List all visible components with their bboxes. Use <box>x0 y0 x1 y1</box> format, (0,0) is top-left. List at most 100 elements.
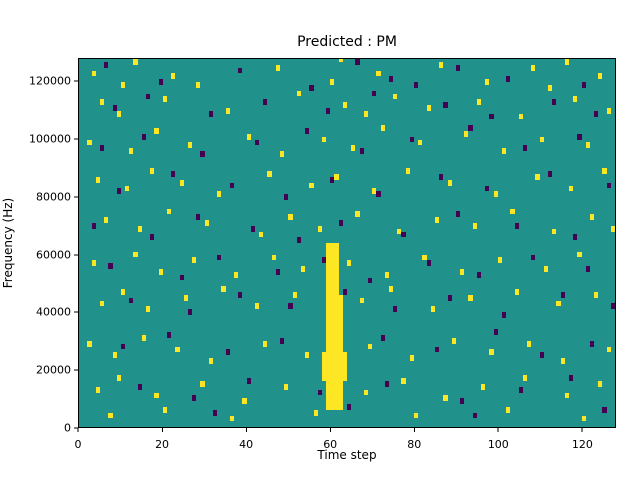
heatmap-cell-high <box>372 188 377 195</box>
heatmap-cell-high <box>338 59 343 62</box>
heatmap-cell-low <box>548 171 553 177</box>
heatmap-cell-low <box>347 404 352 410</box>
heatmap-cell-high <box>522 375 528 381</box>
heatmap-cell-high <box>292 291 297 298</box>
heatmap-cell-high <box>275 64 280 71</box>
heatmap-cell-high <box>342 102 347 108</box>
tick-mark <box>245 428 247 432</box>
x-tick-label: 80 <box>407 438 422 451</box>
y-tick: 60000 <box>36 248 78 261</box>
heatmap-cell-low <box>577 133 582 140</box>
heatmap-cell-low <box>229 182 234 189</box>
heatmap-cell-low <box>506 76 511 82</box>
heatmap-cell-low <box>552 99 557 105</box>
heatmap-cell-high <box>485 79 490 85</box>
heatmap-cell-high <box>221 286 226 292</box>
heatmap-cell-high <box>162 406 167 413</box>
heatmap-cell-high <box>447 179 452 186</box>
tick-mark <box>497 428 499 432</box>
heatmap-cell-high <box>606 346 611 353</box>
heatmap-cell-high <box>418 139 423 146</box>
heatmap-cell-high <box>217 191 222 197</box>
heatmap-cell-low <box>602 406 607 413</box>
heatmap-cell-low <box>460 398 465 404</box>
heatmap-cell-high <box>192 257 197 264</box>
heatmap-cell-low <box>393 306 398 312</box>
heatmap-cell-high <box>464 130 469 137</box>
heatmap-cell-high <box>564 59 569 65</box>
heatmap-cell-high <box>99 300 105 307</box>
heatmap-cell-high <box>380 125 385 131</box>
heatmap-cell-low <box>225 349 230 356</box>
heatmap-cell-low <box>288 303 293 310</box>
heatmap-cell-high <box>137 225 142 232</box>
heatmap-cell-low <box>338 220 343 226</box>
heatmap-cell-high <box>581 415 586 422</box>
heatmap-cell-high <box>162 96 167 103</box>
heatmap-cell-low <box>606 182 611 189</box>
heatmap-cell-low <box>388 76 394 82</box>
heatmap-cell-low <box>455 211 461 218</box>
heatmap-cell-low <box>610 303 615 310</box>
heatmap-cell-high <box>397 228 402 235</box>
heatmap-cell-low <box>137 383 142 390</box>
y-axis-ticks: 0 20000 40000 60000 80000 100000 120000 <box>0 58 78 435</box>
heatmap-cell-high <box>556 300 561 307</box>
heatmap-cell-high <box>129 148 134 154</box>
tick-mark <box>74 254 78 256</box>
heatmap-cell-low <box>581 82 586 88</box>
heatmap-cell-low <box>200 151 205 157</box>
heatmap-cell-high <box>305 352 310 358</box>
heatmap-cell-high <box>309 182 314 189</box>
heatmap-cell-high <box>388 286 394 292</box>
heatmap-cell-low <box>501 312 507 318</box>
heatmap-cell-high <box>187 142 193 149</box>
heatmap-cell-high <box>242 398 247 404</box>
x-tick-label: 0 <box>74 438 82 451</box>
heatmap-cell-low <box>443 102 448 108</box>
heatmap-cell-high <box>506 406 511 413</box>
tick-mark <box>74 427 78 429</box>
heatmap-cell-high <box>158 268 163 275</box>
heatmap-cell-high <box>112 352 117 358</box>
heatmap-cell-low <box>104 61 109 68</box>
heatmap-cell-low <box>150 234 155 241</box>
plot-area <box>78 58 616 428</box>
heatmap-cell-low <box>355 59 360 65</box>
heatmap-cell-high <box>422 254 427 261</box>
y-tick-label: 120000 <box>29 74 71 88</box>
heatmap-cell-low <box>455 64 461 71</box>
heatmap-cell-high <box>606 107 611 114</box>
heatmap-cell-high <box>501 148 507 154</box>
heatmap-cell-low <box>146 93 151 100</box>
heatmap-cell-high <box>598 73 603 80</box>
heatmap-cell-low <box>129 297 134 304</box>
x-tick-label: 100 <box>487 438 509 451</box>
heatmap-cell-low <box>187 309 193 315</box>
heatmap-cell-high <box>585 142 590 149</box>
heatmap-cell-high <box>510 208 515 215</box>
heatmap-cell-low <box>317 389 322 396</box>
y-tick: 40000 <box>36 306 78 319</box>
heatmap-cell-high <box>229 415 234 422</box>
heatmap-cell-high <box>284 383 289 390</box>
heatmap-cell-high <box>208 358 213 364</box>
heatmap-cell-high <box>133 251 138 258</box>
heatmap-cell-high <box>196 82 201 88</box>
heatmap-cell-low <box>112 105 117 111</box>
heatmap-cell-low <box>330 176 335 183</box>
heatmap-cell-high <box>313 409 318 416</box>
heatmap-cell-high <box>150 168 155 174</box>
heatmap-cell-high <box>175 346 180 353</box>
y-tick: 100000 <box>29 132 78 145</box>
heatmap-cell-low <box>573 234 578 241</box>
tick-mark <box>74 80 78 82</box>
heatmap-cell-low <box>476 271 481 278</box>
heatmap-cell-high <box>133 59 138 65</box>
heatmap-cell-high <box>95 386 100 393</box>
x-tick-label: 60 <box>323 438 338 451</box>
x-tick-label: 120 <box>571 438 593 451</box>
heatmap-cell-high <box>120 289 126 295</box>
heatmap-cell-low <box>275 268 280 275</box>
heatmap-cell-low <box>305 128 310 134</box>
